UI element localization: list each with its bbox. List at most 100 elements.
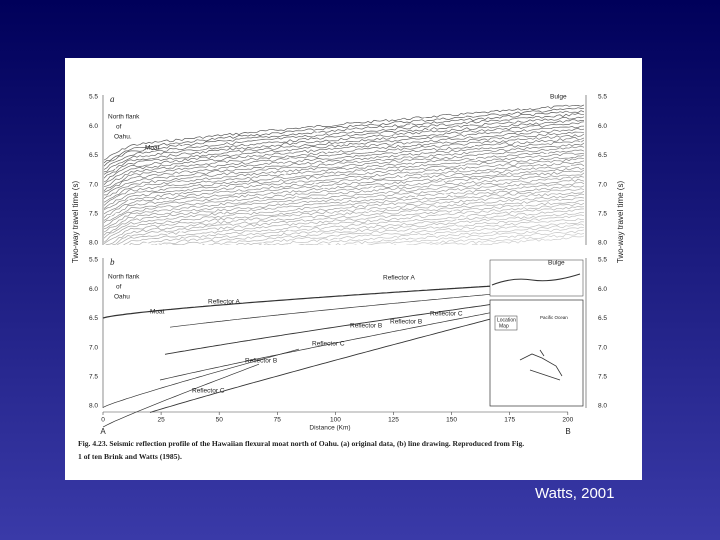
seismic-trace	[104, 188, 584, 245]
seismic-trace	[104, 107, 584, 164]
seismic-trace	[104, 172, 584, 230]
seismic-speckle	[463, 115, 466, 117]
seismic-speckle	[247, 134, 250, 136]
x-axis-label: Distance (Km)	[309, 425, 350, 432]
y-tick-label: 7.0	[598, 181, 607, 188]
seismic-speckle	[379, 219, 382, 221]
annotation: Reflector B	[245, 358, 277, 365]
seismic-speckle	[422, 174, 425, 176]
seismic-speckle	[322, 188, 325, 190]
seismic-speckle	[367, 211, 370, 213]
map-label: Pacific Ocean	[540, 315, 568, 320]
seismic-speckle	[414, 196, 417, 198]
seismic-speckle	[171, 166, 174, 168]
annotation: Reflector C	[192, 388, 225, 395]
y-tick-label: 7.5	[598, 374, 607, 381]
x-tick-label: 150	[446, 417, 457, 424]
seismic-speckle	[297, 181, 300, 183]
y-tick-label: 7.5	[89, 374, 98, 381]
seismic-speckle	[146, 242, 149, 244]
seismic-trace	[150, 205, 584, 245]
map-legend-box	[494, 315, 518, 331]
annotation: Reflector C	[430, 311, 463, 318]
seismic-speckle	[473, 158, 476, 159]
seismic-trace	[165, 208, 584, 245]
seismic-speckle	[390, 136, 393, 138]
seismic-speckle	[481, 194, 484, 196]
annotation: Moat	[145, 145, 160, 152]
seismic-speckle	[141, 184, 144, 186]
seismic-speckle	[455, 190, 458, 192]
seismic-trace	[104, 152, 584, 209]
seismic-speckle	[428, 129, 431, 130]
seismic-speckle	[563, 218, 566, 220]
seismic-trace	[104, 139, 584, 196]
x-tick-label: 50	[216, 417, 224, 424]
seismic-speckle	[452, 210, 455, 212]
y-tick-label: 5.5	[89, 257, 98, 264]
seismic-speckle	[579, 210, 582, 212]
y-tick-label: 7.5	[598, 211, 607, 218]
seismic-trace	[104, 137, 584, 193]
annotation: Bulge	[548, 260, 565, 267]
seismic-speckle	[284, 168, 287, 170]
seismic-trace	[258, 218, 584, 245]
seismic-speckle	[174, 176, 177, 178]
seismic-speckle	[202, 150, 205, 152]
seismic-speckle	[423, 117, 426, 119]
seismic-trace	[104, 185, 584, 243]
seismic-speckle	[336, 238, 339, 240]
seismic-trace	[129, 202, 584, 245]
panel-label: a	[110, 94, 115, 104]
y-tick-label: 8.0	[89, 403, 98, 410]
map-islands	[519, 349, 563, 381]
seismic-speckle	[289, 157, 292, 159]
annotation: of	[116, 284, 122, 291]
annotation: Reflector A	[383, 275, 415, 282]
bulge-inset	[489, 259, 584, 297]
seismic-speckle	[161, 243, 164, 245]
seismic-trace	[201, 211, 584, 245]
y-tick-label: 5.5	[598, 94, 607, 101]
reflector-line	[149, 317, 495, 413]
seismic-speckle	[512, 115, 515, 117]
annotation: Reflector A	[208, 299, 240, 306]
y-tick-label: 6.0	[598, 123, 607, 130]
y-tick-label: 8.0	[89, 240, 98, 247]
seismic-speckle	[471, 189, 474, 191]
seismic-trace	[104, 116, 584, 173]
line-drawing	[102, 285, 496, 428]
seismic-speckle	[534, 161, 537, 163]
seismic-speckle	[564, 106, 567, 108]
x-tick-label: 75	[274, 417, 282, 424]
seismic-speckle	[288, 229, 291, 231]
seismic-speckle	[314, 182, 317, 184]
x-tick-label: 200	[562, 417, 573, 424]
seismic-speckle	[322, 166, 325, 168]
annotation: North flank	[108, 114, 140, 121]
y-axis-label: Two-way travel time (s)	[71, 181, 80, 264]
seismic-speckle	[464, 114, 467, 116]
seismic-speckle	[402, 176, 405, 178]
seismic-speckle	[371, 187, 374, 188]
y-tick-label: 6.0	[89, 123, 98, 130]
seismic-speckle	[460, 164, 463, 166]
seismic-speckle	[442, 169, 445, 171]
seismic-speckle	[295, 195, 298, 197]
seismic-trace	[104, 145, 584, 203]
seismic-speckle	[316, 131, 319, 133]
annotation: Reflector B	[390, 319, 422, 326]
seismic-speckle	[401, 168, 404, 170]
seismic-trace	[122, 199, 584, 245]
seismic-speckle	[206, 231, 209, 233]
seismic-speckle	[321, 152, 324, 154]
reflector-line	[159, 312, 493, 381]
seismic-speckle	[325, 152, 328, 154]
seismic-speckle	[420, 199, 423, 201]
seismic-trace	[104, 154, 584, 211]
map-label: Map	[499, 323, 509, 329]
seismic-trace	[471, 235, 584, 245]
seismic-speckle	[499, 154, 502, 156]
seismic-speckle	[387, 202, 390, 203]
